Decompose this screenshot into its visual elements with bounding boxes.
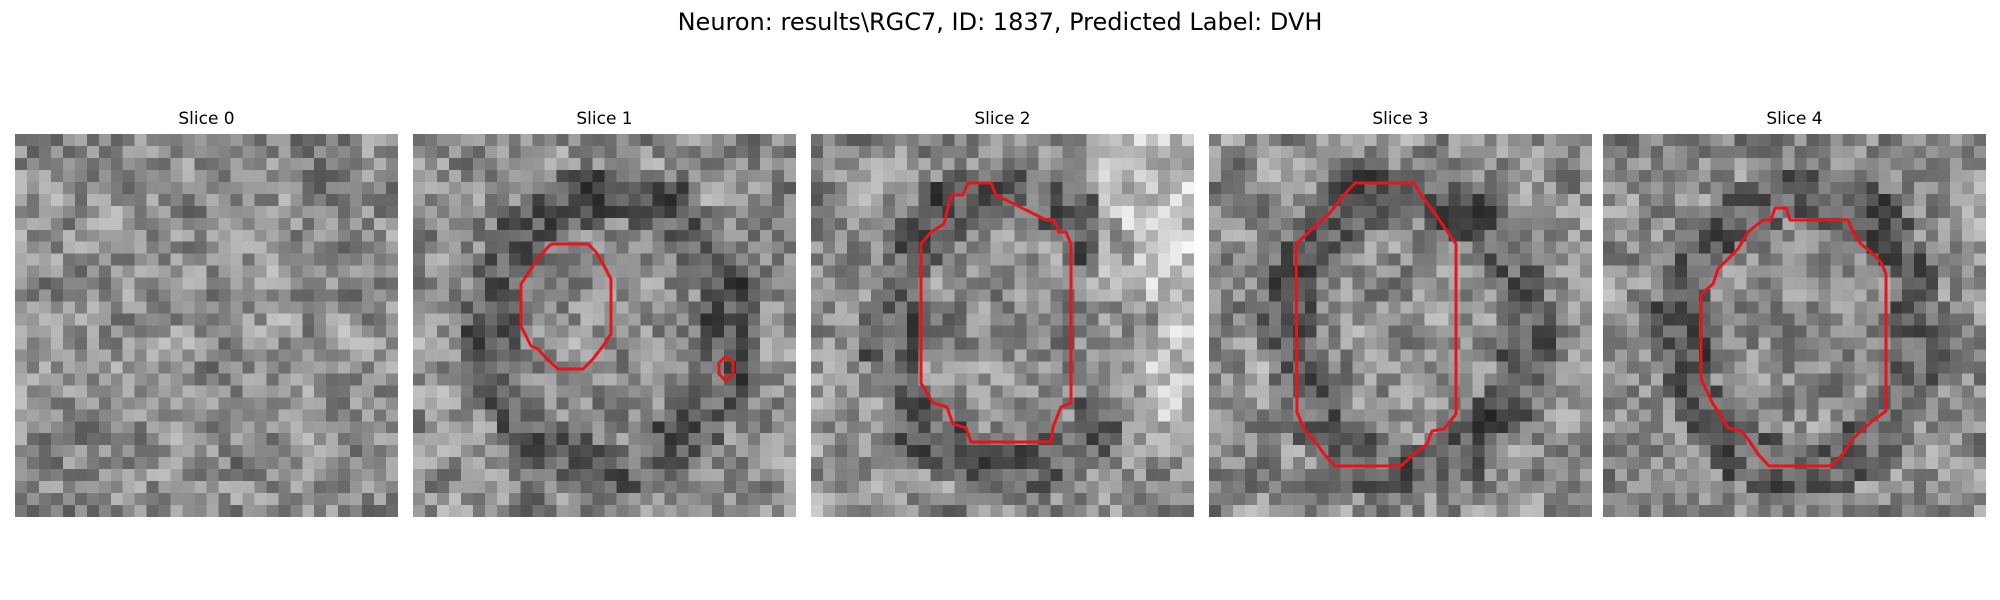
slice-title-1: Slice 1 [576,109,633,129]
slice-overlay-1 [519,242,735,383]
slice-title-4: Slice 4 [1766,109,1823,129]
slice-overlay-2 [919,181,1073,444]
figure-title: Neuron: results\RGC7, ID: 1837, Predicte… [677,8,1323,36]
slice-overlay-4 [1699,206,1888,468]
segmentation-contour [1699,206,1888,468]
segmentation-contour [1294,181,1458,468]
slice-overlay-3 [1294,181,1458,468]
slice-image-4 [1603,134,1986,517]
segmentation-contour [519,242,613,371]
segmentation-contour-small [717,354,735,383]
slice-image-0 [15,134,398,517]
segmentation-contour [919,181,1073,444]
slice-overlay-0 [15,134,398,517]
slice-title-0: Slice 0 [178,109,235,129]
slice-image-3 [1209,134,1592,517]
slice-image-1 [413,134,796,517]
slice-title-3: Slice 3 [1372,109,1429,129]
slice-title-2: Slice 2 [974,109,1031,129]
